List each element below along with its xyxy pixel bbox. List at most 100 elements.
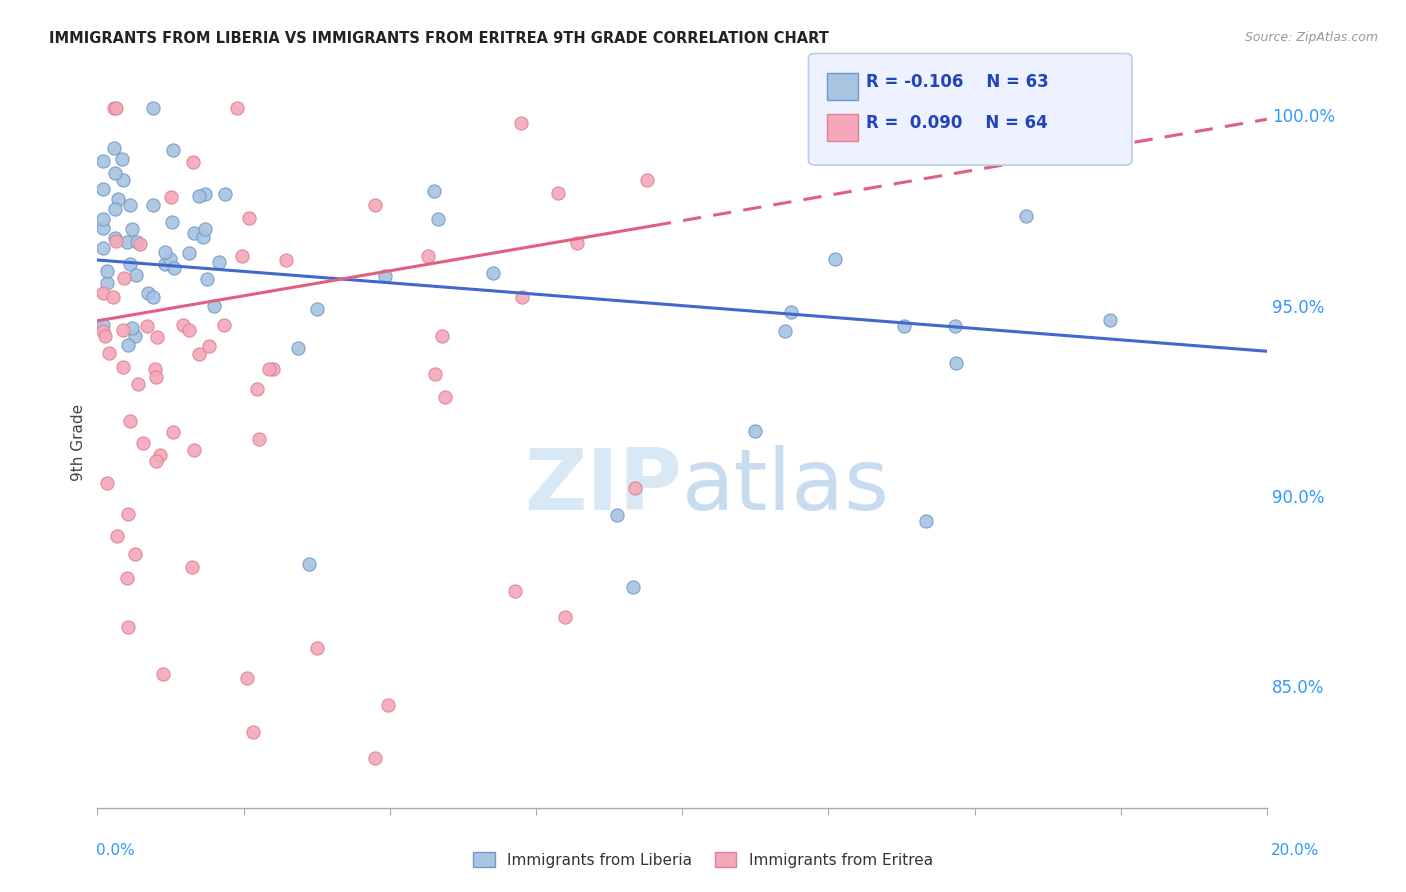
- Point: [155, 257, 177, 271]
- Point: [152, 667, 174, 681]
- Point: [121, 321, 143, 335]
- Point: [305, 640, 328, 655]
- Point: [187, 346, 209, 360]
- Point: [145, 330, 167, 344]
- Text: ZIP: ZIP: [524, 445, 682, 528]
- Point: [160, 215, 183, 229]
- Point: [181, 155, 204, 169]
- Point: [214, 186, 236, 201]
- Point: [238, 211, 260, 226]
- Point: [145, 454, 167, 468]
- Point: [105, 101, 128, 115]
- Point: [276, 252, 298, 267]
- Point: [104, 166, 127, 180]
- Point: [195, 272, 218, 286]
- Point: [117, 507, 139, 521]
- Point: [155, 245, 177, 260]
- Point: [236, 671, 259, 685]
- Point: [118, 414, 141, 428]
- Point: [97, 345, 120, 359]
- Point: [120, 257, 142, 271]
- Text: Source: ZipAtlas.com: Source: ZipAtlas.com: [1244, 31, 1378, 45]
- Point: [103, 101, 125, 115]
- Point: [145, 370, 167, 384]
- Point: [117, 620, 139, 634]
- Point: [242, 724, 264, 739]
- Point: [257, 362, 280, 376]
- Point: [179, 323, 201, 337]
- Point: [91, 211, 114, 226]
- Point: [163, 260, 186, 275]
- Point: [96, 276, 118, 290]
- Point: [606, 508, 628, 522]
- Point: [183, 443, 205, 458]
- Point: [172, 318, 194, 332]
- Point: [104, 231, 127, 245]
- Point: [124, 547, 146, 561]
- Point: [194, 221, 217, 235]
- Point: [104, 234, 127, 248]
- Point: [112, 322, 135, 336]
- Point: [509, 116, 531, 130]
- Point: [197, 338, 219, 352]
- Point: [247, 432, 270, 446]
- Point: [434, 390, 457, 404]
- Point: [142, 101, 165, 115]
- Point: [117, 571, 139, 585]
- Text: 20.0%: 20.0%: [1271, 843, 1319, 857]
- Point: [212, 318, 235, 332]
- Point: [287, 342, 309, 356]
- Point: [432, 328, 454, 343]
- Point: [305, 301, 328, 316]
- Point: [893, 319, 915, 334]
- Point: [194, 186, 217, 201]
- Point: [162, 425, 184, 440]
- Point: [103, 141, 125, 155]
- Point: [107, 192, 129, 206]
- Point: [425, 367, 447, 381]
- Text: R = -0.106    N = 63: R = -0.106 N = 63: [866, 73, 1049, 91]
- Point: [101, 290, 124, 304]
- Point: [915, 514, 938, 528]
- Point: [193, 229, 215, 244]
- Point: [91, 318, 114, 332]
- Point: [121, 221, 143, 235]
- Point: [111, 152, 134, 166]
- Text: IMMIGRANTS FROM LIBERIA VS IMMIGRANTS FROM ERITREA 9TH GRADE CORRELATION CHART: IMMIGRANTS FROM LIBERIA VS IMMIGRANTS FR…: [49, 31, 830, 46]
- Point: [124, 328, 146, 343]
- Legend: Immigrants from Liberia, Immigrants from Eritrea: Immigrants from Liberia, Immigrants from…: [467, 846, 939, 873]
- Point: [207, 255, 229, 269]
- Point: [547, 186, 569, 200]
- Point: [136, 285, 159, 300]
- Point: [91, 325, 114, 339]
- Point: [91, 154, 114, 169]
- Point: [91, 181, 114, 195]
- Point: [94, 329, 117, 343]
- Point: [503, 583, 526, 598]
- Point: [91, 220, 114, 235]
- Point: [945, 356, 967, 370]
- Point: [183, 226, 205, 240]
- Point: [426, 212, 449, 227]
- Point: [188, 189, 211, 203]
- Point: [96, 476, 118, 491]
- Point: [112, 360, 135, 375]
- Point: [162, 143, 184, 157]
- Point: [262, 361, 284, 376]
- Point: [510, 290, 533, 304]
- Point: [621, 580, 644, 594]
- Point: [364, 751, 387, 765]
- Point: [142, 290, 165, 304]
- Point: [1099, 312, 1122, 326]
- Point: [364, 198, 387, 212]
- Point: [298, 558, 321, 572]
- Point: [96, 264, 118, 278]
- Point: [422, 184, 444, 198]
- Point: [127, 376, 149, 391]
- Point: [148, 448, 170, 462]
- Point: [482, 266, 505, 280]
- Point: [181, 560, 204, 574]
- Point: [159, 190, 181, 204]
- Point: [117, 338, 139, 352]
- Text: 0.0%: 0.0%: [96, 843, 135, 857]
